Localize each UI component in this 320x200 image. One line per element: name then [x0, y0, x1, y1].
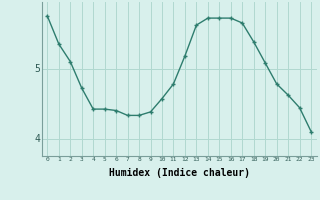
X-axis label: Humidex (Indice chaleur): Humidex (Indice chaleur) — [109, 168, 250, 178]
